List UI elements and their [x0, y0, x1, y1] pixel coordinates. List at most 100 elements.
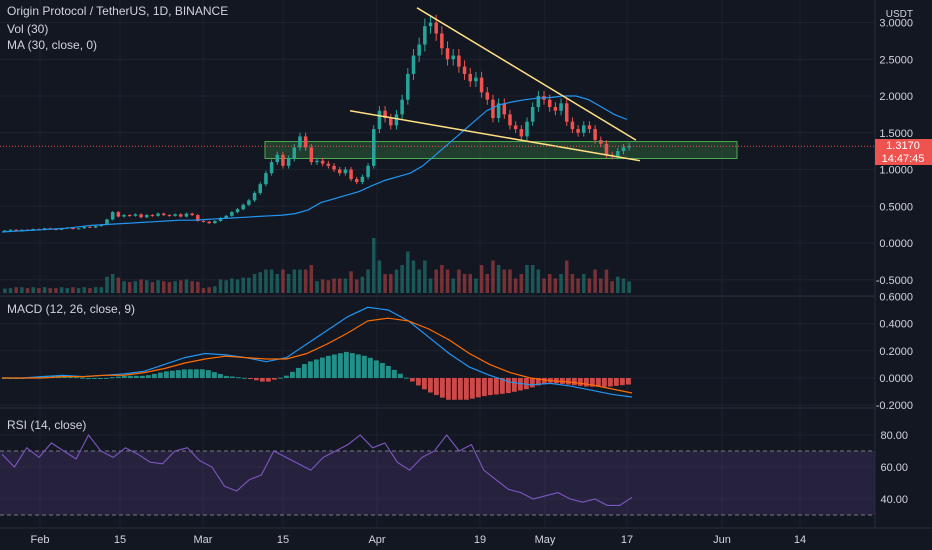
volume-bar	[150, 282, 155, 293]
macd-histogram-bar	[338, 353, 343, 378]
volume-bar	[269, 269, 274, 293]
lower-trendline[interactable]	[349, 109, 641, 162]
volume-bar	[224, 280, 228, 293]
candle-body	[604, 143, 609, 155]
volume-bar	[190, 281, 194, 293]
ma-legend[interactable]: MA (30, close, 0)	[7, 38, 98, 52]
candle-body	[207, 221, 211, 224]
candle-body	[349, 169, 353, 180]
volume-bar	[42, 287, 47, 293]
candle-body	[559, 103, 563, 111]
macd-histogram-bar	[152, 373, 157, 378]
volume-bar	[3, 288, 7, 293]
macd-histogram-bar	[512, 378, 517, 392]
candle-body	[218, 218, 223, 221]
candle-body	[468, 73, 473, 82]
macd-histogram-bar	[158, 372, 163, 378]
macd-histogram-bar	[194, 369, 199, 378]
volume-bar	[139, 279, 143, 293]
macd-histogram-bar	[476, 378, 481, 398]
volume-bar	[144, 280, 149, 293]
candle-body	[474, 77, 478, 82]
volume-bar	[525, 265, 529, 293]
candle-body	[275, 154, 280, 163]
macd-histogram-bar	[188, 369, 193, 378]
volume-bar	[292, 269, 297, 293]
volume-bar	[581, 274, 586, 293]
macd-histogram-bar	[392, 369, 397, 378]
macd-histogram-bar	[116, 376, 121, 378]
volume-bar	[173, 281, 177, 293]
volume-bar	[196, 281, 200, 293]
macd-histogram-bar	[602, 378, 607, 387]
macd-histogram-bar	[86, 378, 91, 379]
candle-body	[417, 44, 421, 56]
candle-body	[479, 77, 484, 93]
candle-body	[451, 55, 455, 60]
volume-bar	[593, 269, 597, 293]
volume-legend[interactable]: Vol (30)	[7, 22, 49, 36]
volume-bar	[604, 269, 609, 293]
candle-body	[485, 92, 490, 100]
price-axis[interactable]: 3.0000 2.5000 2.0000 1.5000 1.0000 0.5000 0.00…	[876, 18, 913, 287]
macd-tick-label: 0.6000	[879, 291, 913, 303]
volume-bar	[303, 269, 308, 293]
macd-histogram-bar	[440, 378, 445, 398]
candle-body	[247, 200, 251, 205]
volume-bar	[536, 269, 541, 293]
macd-histogram-bar	[398, 373, 403, 378]
symbol-title[interactable]: Origin Protocol / TetherUS, 1D, BINANCE	[7, 4, 229, 18]
candle-body	[179, 214, 183, 217]
candle-body	[496, 103, 501, 119]
candle-body	[462, 66, 467, 74]
candle-body	[303, 136, 308, 148]
macd-histogram-bar	[422, 378, 427, 390]
macd-histogram-bar	[170, 370, 175, 378]
macd-histogram-bar	[362, 355, 367, 378]
candle-body	[281, 154, 285, 166]
candle-body	[428, 22, 433, 27]
volume-bar	[326, 280, 331, 293]
time-tick-label: Apr	[368, 534, 385, 546]
time-tick-label: 14	[794, 534, 806, 546]
candle-body	[133, 214, 138, 216]
macd-legend[interactable]: MACD (12, 26, close, 9)	[7, 302, 136, 316]
time-tick-label: 19	[474, 534, 486, 546]
macd-histogram-bar	[608, 378, 613, 387]
candle-body	[599, 140, 603, 144]
volume-bar	[371, 238, 376, 293]
candle-body	[581, 125, 586, 133]
macd-histogram-bar	[128, 375, 133, 378]
candle-body	[457, 55, 461, 67]
volume-bar	[281, 269, 285, 293]
price-tick-label: 1.5000	[879, 128, 913, 140]
macd-histogram-bar	[434, 378, 439, 396]
volume-bar	[451, 278, 455, 293]
volume-bar	[275, 274, 280, 293]
volume-bar	[354, 279, 359, 293]
macd-histogram-bar	[134, 375, 139, 378]
volume-bar	[247, 277, 251, 293]
macd-tick-label: 0.2000	[879, 346, 913, 358]
time-tick-label: Mar	[194, 534, 213, 546]
macd-histogram-bar	[302, 364, 307, 378]
macd-histogram-bar	[332, 354, 337, 378]
candle-body	[264, 173, 268, 185]
price-tick-label: 2.5000	[879, 54, 913, 66]
volume-bar	[616, 276, 620, 293]
volume-bar	[519, 274, 524, 293]
volume-bar	[400, 265, 404, 293]
upper-trendline[interactable]	[416, 7, 637, 141]
volume-bar	[161, 281, 166, 293]
volume-bar	[309, 265, 314, 293]
macd-histogram-bar	[248, 378, 253, 379]
time-axis[interactable]: Feb 15 Mar 15 Apr 19 May 17 Jun 14	[31, 534, 807, 546]
rsi-legend[interactable]: RSI (14, close)	[7, 418, 87, 432]
macd-tick-label: -0.2000	[876, 400, 913, 412]
volume-bar	[434, 269, 438, 293]
volume-bar	[343, 278, 348, 293]
macd-histogram-bar	[380, 363, 385, 378]
support-zone[interactable]	[264, 141, 738, 159]
macd-tick-label: 0.4000	[879, 319, 913, 331]
